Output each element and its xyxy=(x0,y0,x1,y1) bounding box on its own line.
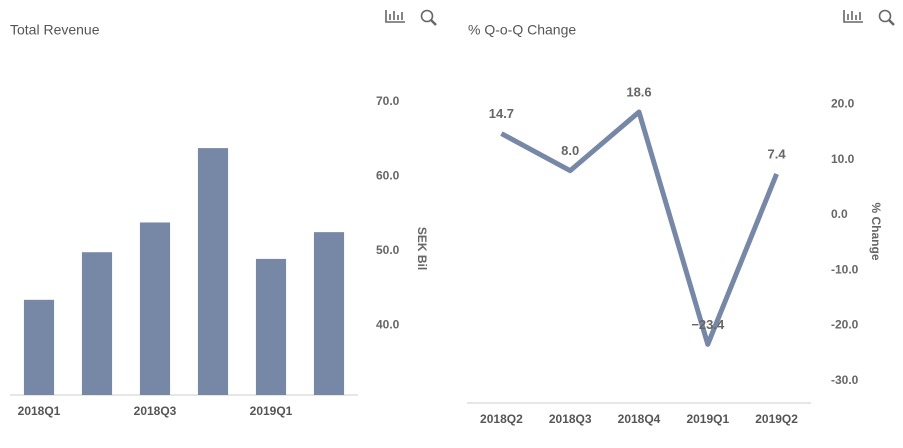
x-tick-label: 2018Q3 xyxy=(549,412,592,426)
chart-title: % Q-o-Q Change xyxy=(468,22,576,38)
chart-tools[interactable] xyxy=(385,9,895,26)
data-label: 14.7 xyxy=(489,106,514,121)
y-tick-label: 40.0 xyxy=(376,317,400,331)
y-tick-label: 10.0 xyxy=(831,152,855,166)
search-icon[interactable] xyxy=(420,9,434,23)
line xyxy=(500,109,779,347)
bar xyxy=(313,232,345,395)
bar xyxy=(139,222,171,395)
x-tick-label: 2019Q2 xyxy=(755,412,798,426)
data-label: 7.4 xyxy=(768,146,787,161)
bar xyxy=(81,252,113,395)
search-icon[interactable] xyxy=(878,9,892,23)
y-axis-title: SEK Bil xyxy=(415,227,429,270)
x-tick-label: 2018Q2 xyxy=(480,412,523,426)
y-tick-label: 0.0 xyxy=(831,207,848,221)
y-axis-title: % Change xyxy=(869,202,883,260)
search-icon-handle xyxy=(888,19,895,26)
search-icon-handle xyxy=(430,19,437,26)
x-tick-label: 2018Q1 xyxy=(18,404,61,418)
x-tick-label: 2019Q1 xyxy=(686,412,729,426)
chart-type-icon[interactable] xyxy=(385,10,405,23)
y-tick-label: 60.0 xyxy=(376,169,400,183)
bar xyxy=(23,299,55,395)
data-label: 18.6 xyxy=(626,84,651,99)
bar xyxy=(197,148,229,395)
y-tick-label: -30.0 xyxy=(831,373,859,387)
x-tick-label: 2019Q1 xyxy=(250,404,293,418)
x-tick-label: 2018Q4 xyxy=(618,412,661,426)
x-tick-label: 2018Q3 xyxy=(134,404,177,418)
y-tick-label: 20.0 xyxy=(831,96,855,110)
data-label: −23.4 xyxy=(691,317,725,332)
y-tick-label: 50.0 xyxy=(376,243,400,257)
bar xyxy=(255,258,287,395)
data-label: 8.0 xyxy=(561,143,579,158)
chart-type-icon[interactable] xyxy=(843,10,863,23)
y-tick-label: 70.0 xyxy=(376,94,400,108)
y-tick-label: -20.0 xyxy=(831,318,859,332)
y-tick-label: -10.0 xyxy=(831,262,859,276)
chart-title: Total Revenue xyxy=(10,22,100,38)
